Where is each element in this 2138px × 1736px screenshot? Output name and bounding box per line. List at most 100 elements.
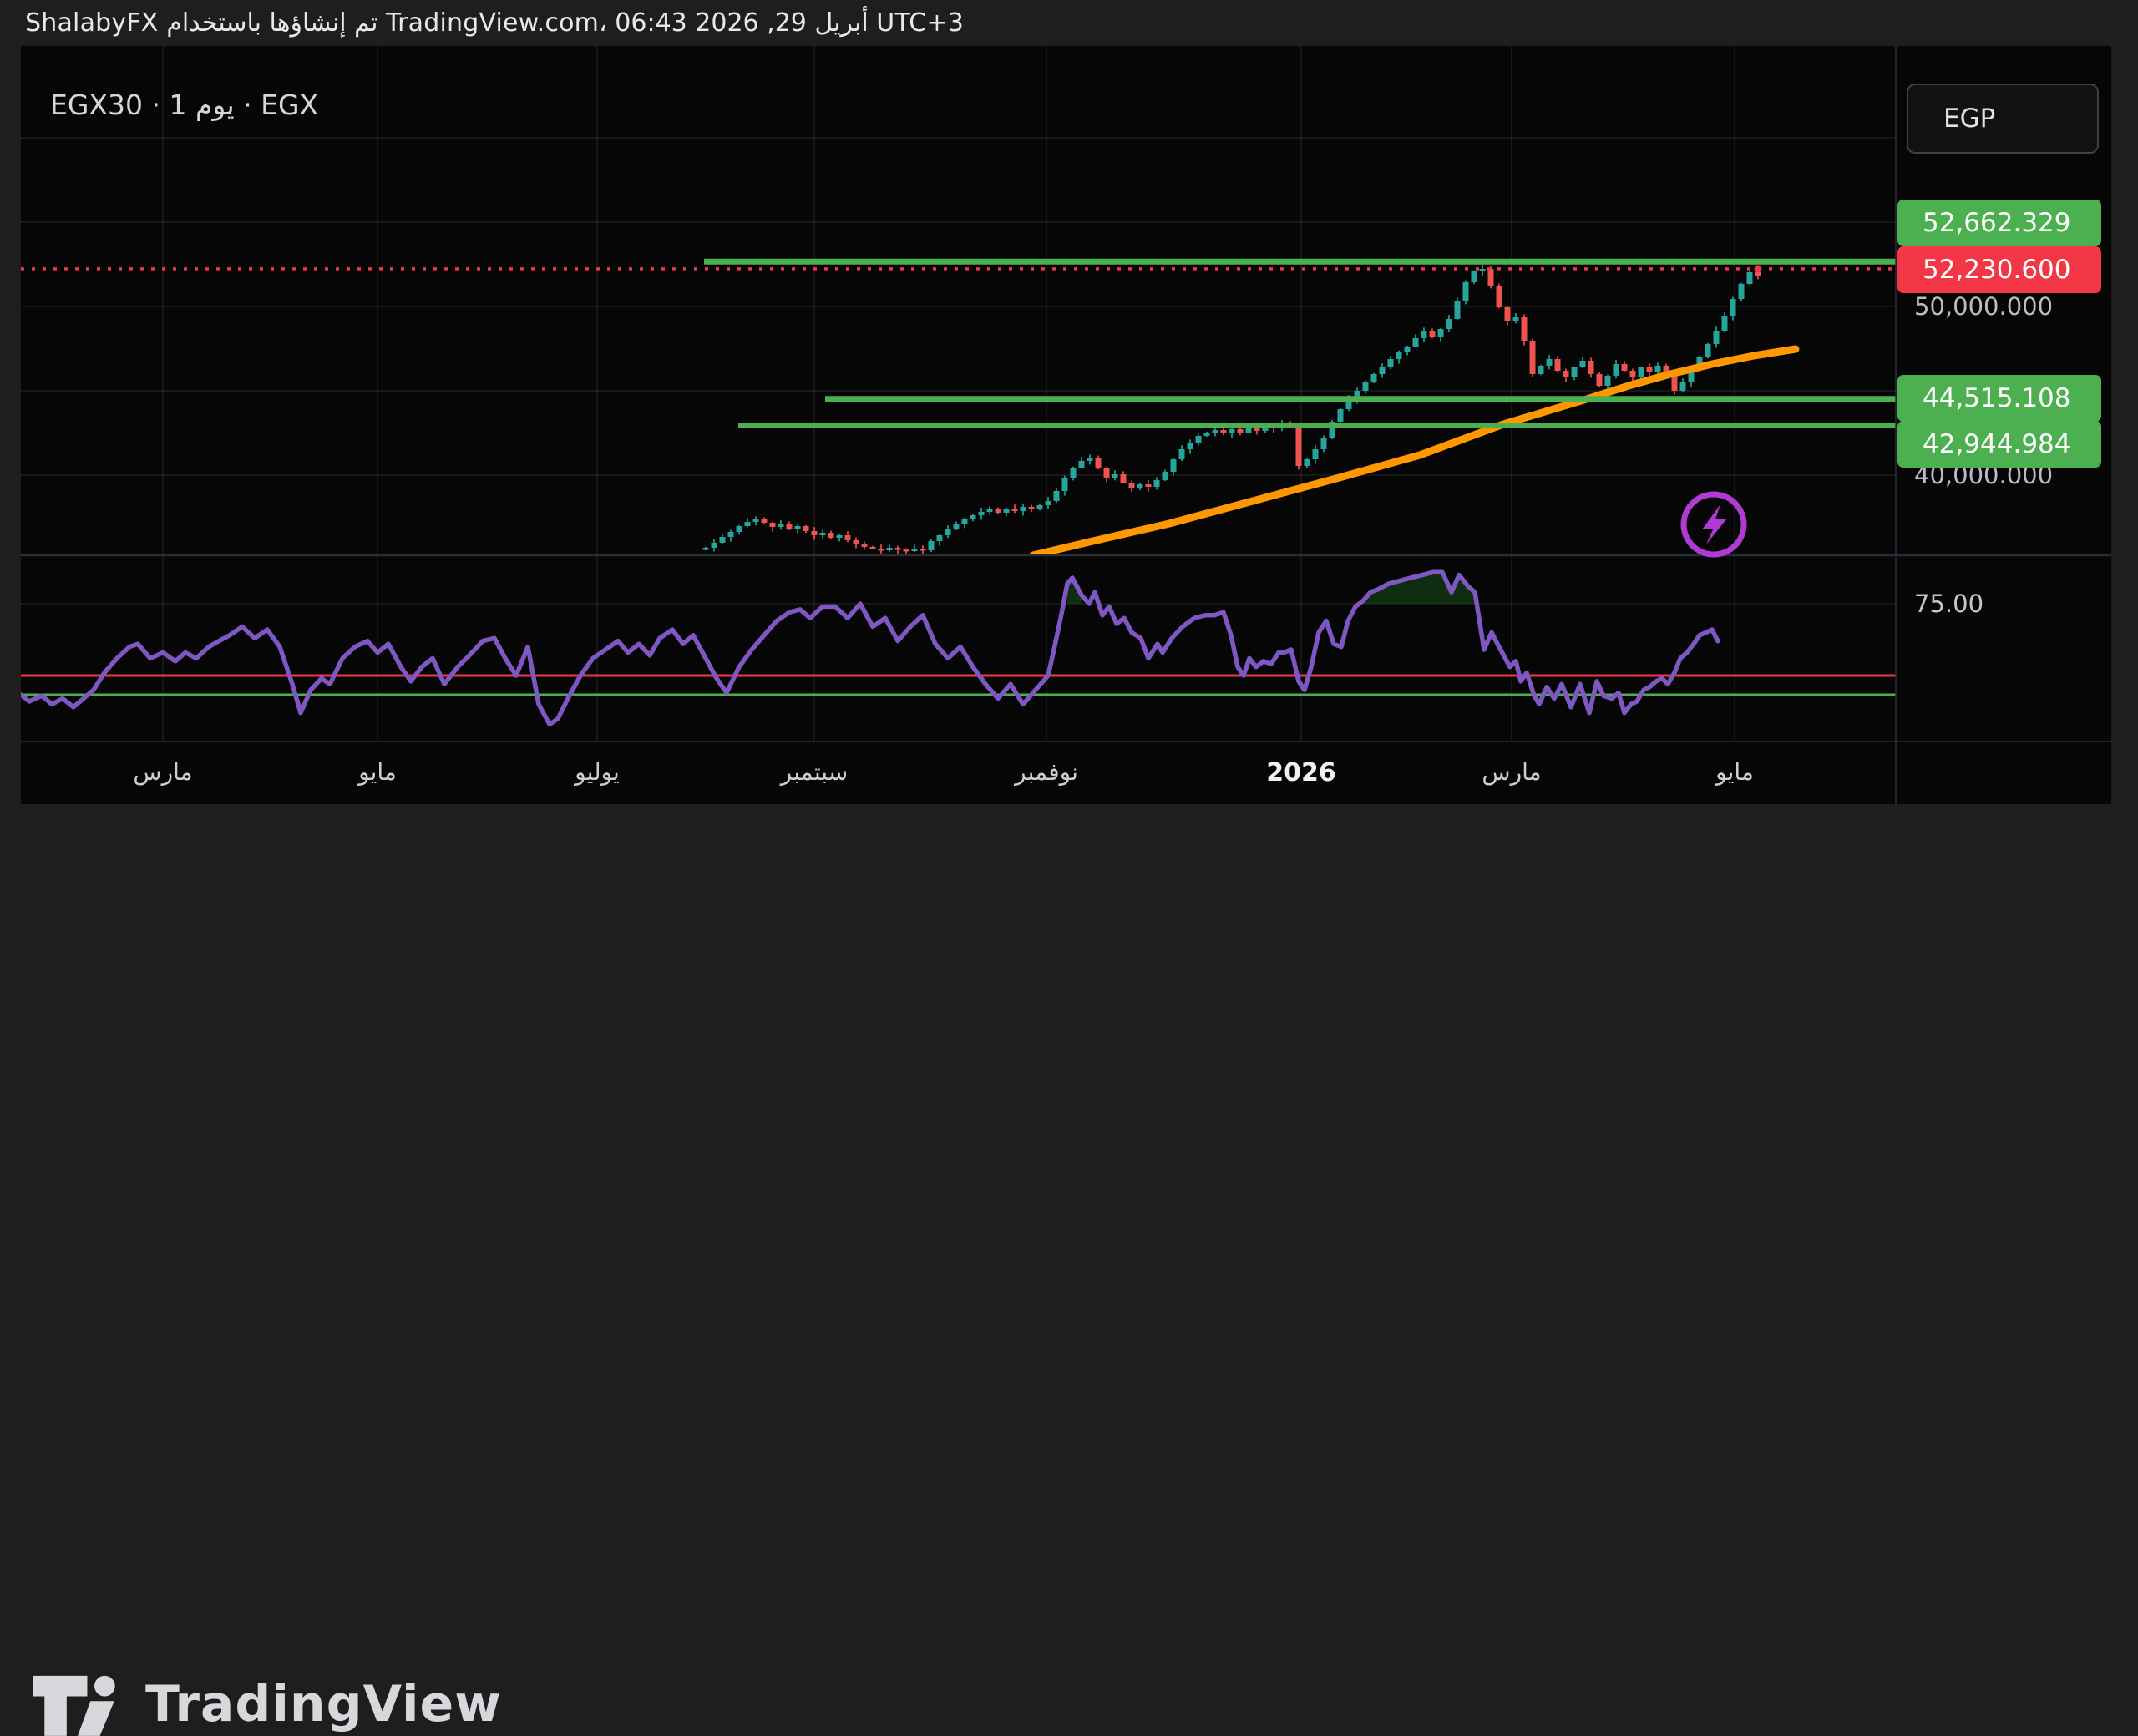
candle-body <box>1654 365 1661 372</box>
candle-body <box>1746 271 1753 284</box>
candle-body <box>869 547 876 549</box>
candle-body <box>1479 268 1486 271</box>
candle-body <box>878 549 884 551</box>
candle-body <box>1087 457 1093 461</box>
candle-body <box>1379 367 1386 374</box>
candle-body <box>1329 422 1335 438</box>
time-axis-label[interactable]: مارس <box>133 758 193 786</box>
time-axis-label[interactable]: مارس <box>1482 758 1542 786</box>
candle-body <box>1496 285 1502 307</box>
last-price-dot <box>1754 265 1762 273</box>
candle-body <box>861 544 868 547</box>
candle-body <box>1320 438 1327 449</box>
candle-body <box>1487 268 1494 286</box>
candle-body <box>761 519 768 523</box>
candle-body <box>1713 330 1720 344</box>
candle-body <box>1345 398 1352 409</box>
candle-body <box>1212 430 1218 433</box>
rsi-line <box>21 569 1720 727</box>
candle-body <box>1629 370 1636 377</box>
candle-body <box>778 524 784 527</box>
candle-body <box>894 548 901 550</box>
candle-body <box>1730 298 1736 316</box>
candle-body <box>1546 358 1553 366</box>
candle-body <box>803 525 809 531</box>
candle-body <box>1112 473 1118 478</box>
candle-body <box>1688 368 1695 382</box>
attribution-text: ShalabyFX تم إنشاؤها باستخدام TradingVie… <box>25 8 964 38</box>
candle-body <box>886 548 893 550</box>
candle-body <box>1020 507 1026 511</box>
lightning-icon[interactable] <box>1679 489 1749 563</box>
candle-body <box>1387 358 1394 367</box>
candle-body <box>1512 316 1519 321</box>
candle-body <box>1187 442 1193 449</box>
candle-body <box>1529 340 1536 374</box>
candle-body <box>978 512 985 515</box>
time-axis-label[interactable]: 2026 <box>1266 758 1336 787</box>
candle-body <box>1679 382 1686 391</box>
candle-body <box>1153 480 1160 487</box>
candle-body <box>1312 448 1319 459</box>
candle-body <box>1003 509 1010 513</box>
time-axis-label[interactable]: مايو <box>1715 758 1754 786</box>
candle-body <box>1588 360 1594 374</box>
candle-body <box>1103 467 1110 478</box>
candle-body <box>752 519 759 522</box>
candle-body <box>995 509 1001 513</box>
candle-body <box>1061 477 1068 491</box>
candle-body <box>736 525 742 532</box>
candle-body <box>1429 330 1436 337</box>
candle-body <box>1454 300 1461 319</box>
header-bar: ShalabyFX تم إنشاؤها باستخدام TradingVie… <box>0 0 2138 46</box>
time-axis-label[interactable]: يوليو <box>575 758 620 786</box>
candle-body <box>1462 281 1469 301</box>
tradingview-logo-icon <box>33 1675 115 1736</box>
candle-body <box>1229 428 1235 433</box>
candle-body <box>1638 367 1644 377</box>
time-axis-label[interactable]: نوفمبر <box>1015 758 1078 786</box>
candle-body <box>1596 373 1603 386</box>
candle-body <box>1028 507 1035 509</box>
candle-body <box>1045 500 1051 505</box>
candle-body <box>1078 460 1085 468</box>
candle-body <box>1646 367 1653 372</box>
candle-body <box>1604 375 1611 386</box>
candle-body <box>1370 373 1377 382</box>
candle-body <box>786 524 793 529</box>
candle-body <box>945 529 951 535</box>
candle-body <box>1011 509 1018 511</box>
candle-body <box>1053 490 1060 501</box>
time-axis-label[interactable]: مايو <box>358 758 397 786</box>
candle-body <box>1613 363 1619 376</box>
candle-body <box>727 532 734 537</box>
candle-body <box>1070 467 1077 478</box>
time-axis-label[interactable]: سبتمبر <box>780 758 849 786</box>
candle-body <box>961 519 968 524</box>
candle-body <box>1036 505 1043 509</box>
candle-body <box>1254 427 1260 431</box>
candle-body <box>844 535 851 540</box>
footer: TradingView <box>0 804 2138 1736</box>
tradingview-brand[interactable]: TradingView <box>33 1673 502 1736</box>
candle-body <box>836 535 843 538</box>
candle-body <box>1412 338 1419 347</box>
candle-body <box>744 522 751 526</box>
candle-body <box>1755 271 1761 276</box>
candle-body <box>811 530 818 535</box>
candle-body <box>1504 306 1511 321</box>
candle-body <box>1738 283 1745 299</box>
candle-body <box>920 549 926 551</box>
candle-body <box>1295 427 1302 466</box>
candle-body <box>1446 318 1452 329</box>
candle-body <box>1145 483 1152 487</box>
candle-body <box>711 542 717 549</box>
candle-body <box>1237 428 1244 433</box>
candle-body <box>853 540 859 544</box>
price-level-badge: 44,515.108 <box>1897 375 2101 422</box>
rsi-scale-label: 75.00 <box>1914 590 1984 618</box>
candle-body <box>719 537 726 543</box>
candle-body <box>1095 457 1102 468</box>
price-level-badge: 52,662.329 <box>1897 200 2101 246</box>
currency-button[interactable]: EGP <box>1907 84 2099 154</box>
